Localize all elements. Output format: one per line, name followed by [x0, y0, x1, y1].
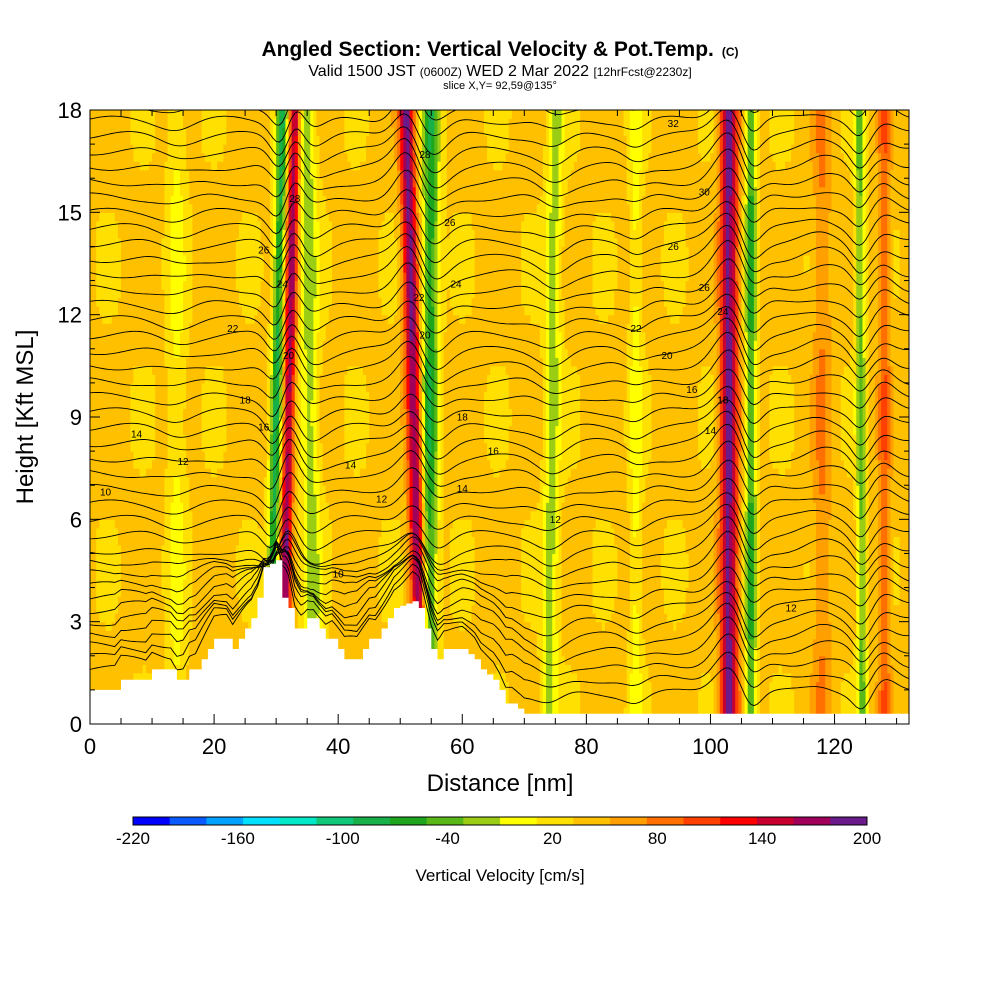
plot-area: 1012141618202224262810121414161820222426… — [90, 77, 915, 726]
cross-section-chart: Angled Section: Vertical Velocity & Pot.… — [0, 0, 1000, 1000]
chart-subtitle: Valid 1500 JST (0600Z) WED 2 Mar 2022 [1… — [308, 63, 691, 80]
chart-title: Angled Section: Vertical Velocity & Pot.… — [261, 38, 738, 61]
slice-label: slice X,Y= 92,59@135° — [443, 80, 557, 92]
velocity-field — [90, 110, 910, 725]
